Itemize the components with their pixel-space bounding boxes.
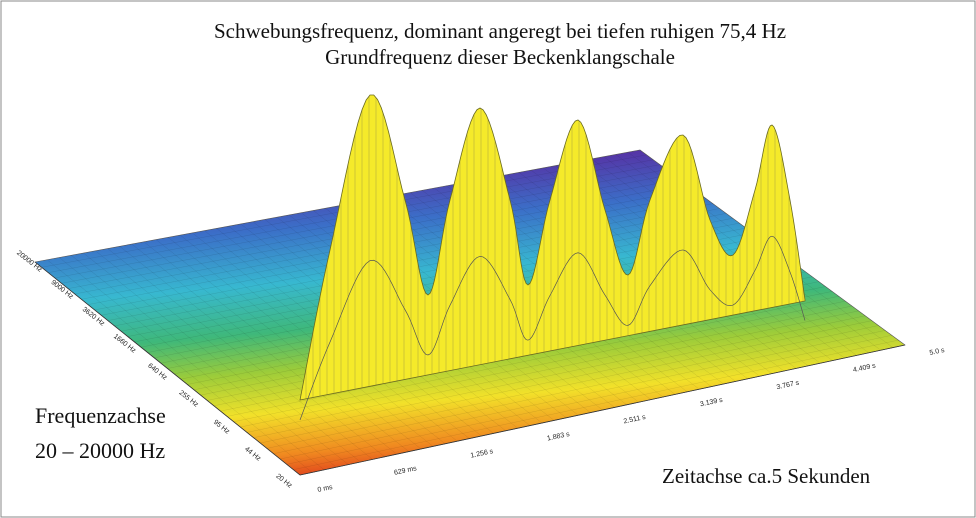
time-axis-line (299, 344, 906, 476)
grid-line (246, 305, 853, 433)
peak-contour (299, 235, 806, 421)
time-tick-label: 1.256 s (470, 448, 494, 460)
time-tick-label: 0 ms (317, 484, 334, 494)
grid-line (59, 257, 325, 470)
grid-line (131, 243, 397, 455)
peak-surface (299, 94, 806, 421)
frequency-axis-range: 20 – 20000 Hz (35, 438, 165, 463)
grid-line (107, 248, 373, 460)
grid-line (83, 252, 349, 465)
peak-fill (299, 94, 806, 401)
grid-line (167, 237, 434, 447)
grid-line (260, 315, 866, 444)
grid-line (286, 335, 892, 465)
grid-line (46, 259, 313, 473)
grid-line (253, 310, 859, 438)
grid-line (273, 325, 879, 454)
time-tick-label: 2.511 s (623, 414, 647, 426)
grid-line (121, 213, 727, 332)
grid-line (71, 255, 337, 468)
time-tick-label: 1.883 s (546, 431, 570, 443)
grid-line (280, 330, 886, 460)
grid-line (233, 296, 839, 422)
time-tick-label: 629 ms (393, 465, 417, 477)
grid-line (127, 218, 733, 337)
grid-line (119, 246, 385, 457)
time-axis-label: Zeitachse ca.5 Sekunden (662, 464, 871, 488)
grid-line (155, 239, 422, 450)
grid-line (143, 241, 410, 452)
time-tick-label: 5.0 s (929, 347, 946, 357)
grid-line (266, 320, 872, 449)
time-tick-label: 3.767 s (776, 379, 800, 391)
grid-line (240, 300, 846, 428)
frequency-axis-line (34, 261, 301, 476)
title-line2: Grundfrequenz dieser Beckenklangschale (325, 45, 675, 69)
title-line1: Schwebungsfrequenz, dominant angeregt be… (214, 19, 786, 43)
grid-line (95, 250, 361, 463)
time-tick-label: 3.139 s (699, 397, 723, 409)
frequency-axis-label: Frequenzachse (35, 403, 166, 428)
time-tick-label: 4.409 s (852, 362, 876, 374)
grid-line (293, 339, 899, 470)
